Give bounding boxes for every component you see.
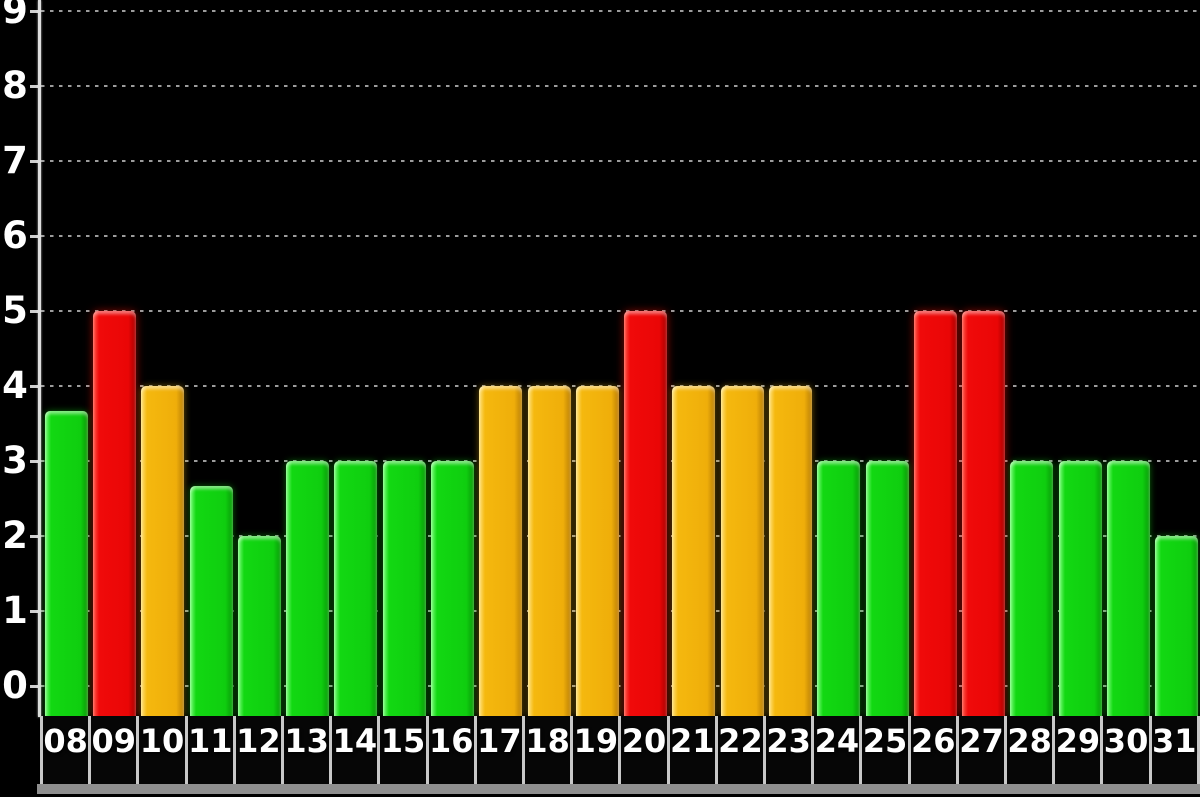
gridline-7 bbox=[41, 160, 1200, 162]
x-axis-label-10: 10 bbox=[136, 716, 185, 784]
x-axis-label-28: 28 bbox=[1004, 716, 1053, 784]
bar-day-08 bbox=[44, 410, 88, 716]
x-axis-label-13: 13 bbox=[281, 716, 330, 784]
x-axis-label-08: 08 bbox=[40, 716, 89, 784]
y-axis-label-5: 5 bbox=[2, 289, 28, 332]
y-axis-tick-7 bbox=[30, 160, 39, 163]
x-axis-label-26: 26 bbox=[907, 716, 956, 784]
bar-day-19 bbox=[575, 386, 619, 716]
y-axis-tick-4 bbox=[30, 385, 39, 388]
x-axis-label-12: 12 bbox=[232, 716, 282, 784]
x-axis-label-09: 09 bbox=[88, 716, 137, 784]
bar-day-11 bbox=[189, 485, 233, 716]
y-axis-label-3: 3 bbox=[2, 439, 28, 482]
gridline-1 bbox=[41, 610, 1200, 612]
x-axis-label-27: 27 bbox=[955, 716, 1005, 784]
bar-day-30 bbox=[1107, 461, 1151, 716]
bar-day-27 bbox=[962, 311, 1006, 716]
gridline-5 bbox=[41, 310, 1200, 312]
x-axis-label-row: 08 09 10 11 12 13 14 15 16 17 18 19 20 21 22 23 24 25 26 27… bbox=[40, 716, 1200, 784]
x-axis-label-15: 15 bbox=[377, 716, 426, 784]
y-axis-label-0: 0 bbox=[2, 664, 28, 707]
bar-day-28 bbox=[1010, 461, 1054, 716]
x-axis-label-16: 16 bbox=[425, 716, 474, 784]
bar-day-23 bbox=[769, 386, 813, 716]
gridline-3 bbox=[41, 460, 1200, 462]
bar-day-14 bbox=[334, 461, 378, 716]
x-axis-label-14: 14 bbox=[329, 716, 378, 784]
bar-day-12 bbox=[237, 536, 281, 716]
bar-day-18 bbox=[527, 386, 571, 716]
bottom-baseline-strip bbox=[37, 784, 1200, 794]
bar-day-17 bbox=[479, 386, 523, 716]
gridline-4 bbox=[41, 385, 1200, 387]
x-axis-label-18: 18 bbox=[522, 716, 571, 784]
y-axis-tick-8 bbox=[30, 85, 39, 88]
y-axis-label-2: 2 bbox=[2, 514, 28, 557]
bar-day-09 bbox=[92, 311, 136, 716]
bar-day-16 bbox=[430, 461, 474, 716]
y-axis-tick-1 bbox=[30, 610, 39, 613]
bar-day-29 bbox=[1058, 461, 1102, 716]
y-axis-label-1: 1 bbox=[2, 589, 28, 632]
x-axis-label-21: 21 bbox=[666, 716, 715, 784]
y-axis-tick-5 bbox=[30, 310, 39, 313]
bar-day-10 bbox=[141, 386, 185, 716]
gridline-2 bbox=[41, 535, 1200, 537]
y-axis-label-9: 9 bbox=[2, 0, 28, 32]
x-axis-label-20: 20 bbox=[618, 716, 667, 784]
x-axis-label-22: 22 bbox=[714, 716, 764, 784]
x-axis-label-30: 30 bbox=[1100, 716, 1149, 784]
gridline-0 bbox=[41, 685, 1200, 687]
bar-day-21 bbox=[672, 386, 716, 716]
bar-day-25 bbox=[865, 461, 909, 716]
y-axis-label-6: 6 bbox=[2, 214, 28, 257]
y-axis-label-7: 7 bbox=[2, 139, 28, 182]
gridline-8 bbox=[41, 85, 1200, 87]
x-axis-label-29: 29 bbox=[1052, 716, 1101, 784]
y-axis-tick-6 bbox=[30, 235, 39, 238]
y-axis-label-4: 4 bbox=[2, 364, 28, 407]
x-axis-label-11: 11 bbox=[184, 716, 233, 784]
x-axis-label-31: 31 bbox=[1148, 716, 1200, 784]
plot-area: 0 1 2 3 4 5 6 7 8 9 bbox=[2, 0, 1200, 716]
y-axis-line bbox=[38, 0, 41, 717]
y-axis-tick-3 bbox=[30, 460, 39, 463]
x-axis-label-19: 19 bbox=[570, 716, 619, 784]
x-axis-label-17: 17 bbox=[473, 716, 523, 784]
y-axis-tick-9 bbox=[30, 10, 39, 13]
x-axis-label-24: 24 bbox=[811, 716, 860, 784]
bar-day-15 bbox=[382, 461, 426, 716]
gridline-6 bbox=[41, 235, 1200, 237]
y-axis-label-8: 8 bbox=[2, 64, 28, 107]
bar-day-31 bbox=[1155, 536, 1199, 716]
y-axis-tick-0 bbox=[30, 685, 39, 688]
gridline-9 bbox=[41, 10, 1200, 12]
y-axis-tick-2 bbox=[30, 535, 39, 538]
x-axis-label-23: 23 bbox=[763, 716, 812, 784]
x-axis-label-25: 25 bbox=[859, 716, 908, 784]
bar-day-20 bbox=[624, 311, 668, 716]
bar-day-26 bbox=[913, 311, 957, 716]
bar-day-22 bbox=[720, 386, 764, 716]
bar-day-24 bbox=[817, 461, 861, 716]
bar-day-13 bbox=[286, 461, 330, 716]
